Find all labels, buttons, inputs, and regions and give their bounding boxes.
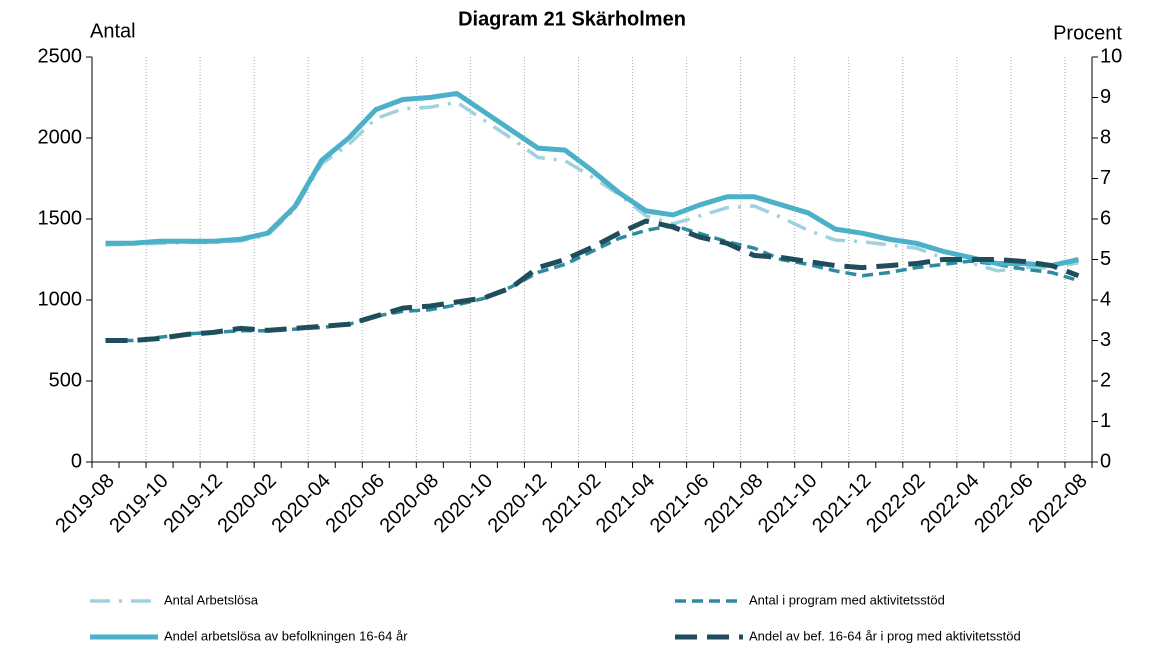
y2-axis-label: Procent xyxy=(1053,22,1122,44)
x-tick-label: 2019-10 xyxy=(105,470,172,537)
x-tick-label: 2022-04 xyxy=(916,470,983,537)
x-tick-label: 2021-10 xyxy=(754,470,821,537)
x-tick-label: 2021-08 xyxy=(700,470,767,537)
y2-tick-label: 2 xyxy=(1100,369,1111,391)
legend-label: Andel av bef. 16-64 år i prog med aktivi… xyxy=(749,628,1021,643)
series-line xyxy=(105,90,1080,269)
y2-tick-label: 8 xyxy=(1100,126,1111,148)
y-tick-label: 1500 xyxy=(38,207,83,229)
x-tick-label: 2020-10 xyxy=(430,470,497,537)
series-line xyxy=(105,100,1079,273)
x-tick-label: 2020-06 xyxy=(322,470,389,537)
x-tick-label: 2021-12 xyxy=(808,470,875,537)
chart-title: Diagram 21 Skärholmen xyxy=(458,8,686,30)
x-tick-label: 2022-02 xyxy=(862,470,929,537)
y2-tick-label: 7 xyxy=(1100,167,1111,189)
x-tick-label: 2020-04 xyxy=(268,470,335,537)
legend-label: Antal i program med aktivitetsstöd xyxy=(749,592,945,607)
x-tick-label: 2022-08 xyxy=(1024,470,1091,537)
y-tick-label: 2500 xyxy=(38,45,83,67)
y2-tick-label: 3 xyxy=(1100,329,1111,351)
x-tick-label: 2019-08 xyxy=(51,470,118,537)
y2-tick-label: 5 xyxy=(1100,248,1111,270)
x-tick-label: 2021-06 xyxy=(646,470,713,537)
x-tick-label: 2020-02 xyxy=(213,470,280,537)
x-tick-label: 2019-12 xyxy=(159,470,226,537)
x-tick-label: 2020-08 xyxy=(376,470,443,537)
y2-tick-label: 6 xyxy=(1100,207,1111,229)
series-line xyxy=(105,218,1080,343)
y-tick-label: 2000 xyxy=(38,126,83,148)
x-tick-label: 2021-04 xyxy=(592,470,659,537)
x-tick-label: 2020-12 xyxy=(484,470,551,537)
y-tick-label: 0 xyxy=(71,450,82,472)
y2-tick-label: 1 xyxy=(1100,410,1111,432)
y2-tick-label: 10 xyxy=(1100,45,1122,67)
y-tick-label: 1000 xyxy=(38,288,83,310)
x-tick-label: 2022-06 xyxy=(970,470,1037,537)
legend-label: Andel arbetslösa av befolkningen 16-64 å… xyxy=(164,628,408,643)
y2-tick-label: 0 xyxy=(1100,450,1111,472)
series-line xyxy=(105,223,1079,343)
y2-tick-label: 4 xyxy=(1100,288,1111,310)
y2-tick-label: 9 xyxy=(1100,86,1111,108)
x-tick-label: 2021-02 xyxy=(538,470,605,537)
legend-label: Antal Arbetslösa xyxy=(164,592,259,607)
y-axis-label: Antal xyxy=(90,20,136,42)
y-tick-label: 500 xyxy=(49,369,82,391)
